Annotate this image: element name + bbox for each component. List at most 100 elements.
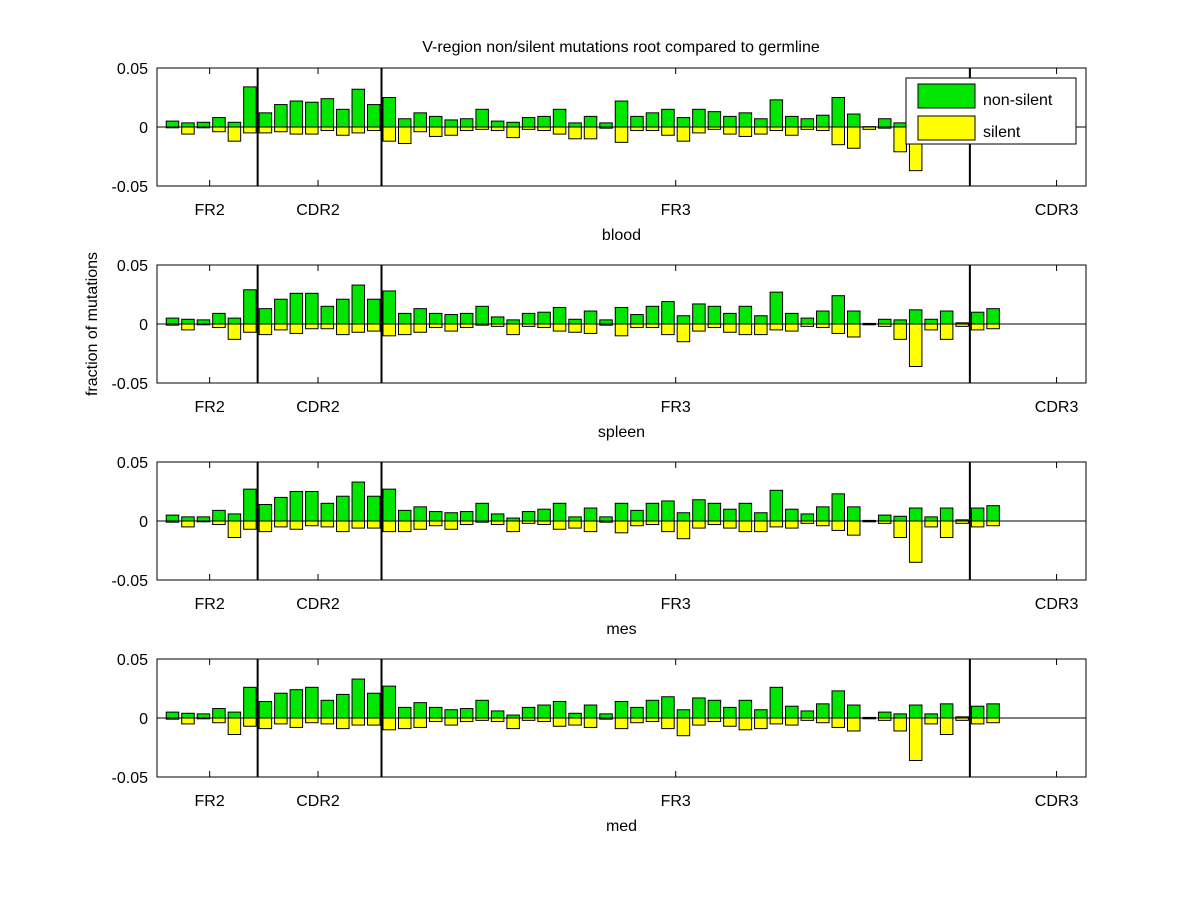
bar-non-silent: [785, 508, 799, 522]
legend-swatch-silent: [917, 115, 976, 141]
bar-non-silent: [877, 514, 892, 522]
bar-non-silent: [444, 119, 458, 128]
bar-silent: [459, 323, 474, 329]
bar-non-silent: [847, 310, 861, 325]
bar-non-silent: [552, 108, 567, 128]
bar-silent: [227, 717, 242, 736]
bar-silent: [754, 520, 768, 533]
bar-non-silent: [490, 513, 505, 522]
bar-non-silent: [893, 122, 907, 128]
bar-non-silent: [583, 704, 598, 719]
bar-non-silent: [738, 305, 753, 325]
bar-silent: [614, 717, 629, 730]
bar-silent: [537, 717, 551, 723]
bar-silent: [351, 126, 366, 134]
bar-silent: [367, 323, 381, 332]
bar-silent: [707, 323, 722, 329]
bar-non-silent: [305, 292, 319, 325]
bar-silent: [661, 717, 675, 730]
bar-non-silent: [181, 712, 195, 719]
bar-silent: [506, 717, 520, 730]
bar-non-silent: [754, 709, 768, 719]
bar-silent: [459, 126, 474, 132]
bar-silent: [831, 126, 846, 146]
bar-silent: [769, 323, 784, 331]
bar-silent: [970, 323, 985, 331]
bar-silent: [459, 520, 474, 526]
bar-non-silent: [274, 298, 288, 325]
bar-silent: [397, 323, 412, 336]
bar-silent: [181, 323, 195, 331]
y-tick-label: -0.05: [112, 179, 149, 196]
bar-non-silent: [336, 298, 350, 325]
bar-non-silent: [227, 317, 242, 325]
bar-non-silent: [769, 291, 784, 325]
bar-non-silent: [490, 710, 505, 719]
bar-non-silent: [196, 319, 211, 325]
bar-non-silent: [289, 491, 304, 522]
bar-silent: [924, 323, 938, 331]
bar-silent: [336, 126, 350, 136]
bar-non-silent: [165, 711, 180, 719]
bar-silent: [181, 126, 195, 135]
bar-silent: [614, 520, 629, 534]
bar-non-silent: [537, 508, 551, 522]
bar-silent: [692, 126, 706, 134]
bar-non-silent: [382, 97, 396, 128]
bar-non-silent: [707, 111, 722, 128]
bar-non-silent: [212, 117, 226, 128]
bar-silent: [893, 126, 907, 153]
bar-non-silent: [645, 502, 660, 522]
bar-silent: [692, 717, 706, 726]
bar-non-silent: [939, 703, 954, 719]
bar-non-silent: [444, 709, 458, 719]
bar-non-silent: [630, 314, 644, 325]
bar-silent: [428, 717, 443, 723]
bar-silent: [351, 717, 366, 726]
bar-silent: [444, 520, 458, 530]
bar-non-silent: [413, 112, 427, 128]
bar-silent: [320, 323, 335, 330]
bar-silent: [614, 126, 629, 143]
bar-non-silent: [212, 708, 226, 719]
bar-non-silent: [692, 303, 706, 325]
bar-silent: [227, 126, 242, 142]
bar-non-silent: [165, 317, 180, 325]
bar-silent: [738, 520, 753, 533]
bar-non-silent: [831, 295, 846, 325]
y-tick-label: 0: [139, 120, 148, 137]
bar-non-silent: [227, 513, 242, 522]
bar-non-silent: [459, 708, 474, 719]
bar-non-silent: [939, 507, 954, 522]
bar-non-silent: [274, 104, 288, 128]
bar-non-silent: [908, 704, 923, 719]
legend: non-silent silent: [905, 77, 1077, 145]
bar-non-silent: [800, 513, 815, 522]
bar-non-silent: [661, 500, 675, 522]
bar-non-silent: [537, 704, 551, 719]
bar-non-silent: [336, 495, 350, 522]
bar-non-silent: [661, 696, 675, 719]
bar-non-silent: [243, 686, 257, 719]
bar-silent: [986, 520, 1000, 527]
bar-silent: [382, 717, 396, 731]
panel-mes: 0.05 0 -0.05 FR2 CDR2 FR3 CDR3 mes: [112, 455, 1087, 638]
bar-non-silent: [769, 686, 784, 719]
bar-silent: [181, 520, 195, 528]
bar-silent: [568, 126, 582, 140]
bar-non-silent: [382, 488, 396, 522]
bar-non-silent: [785, 115, 799, 128]
bar-non-silent: [475, 502, 489, 522]
bar-non-silent: [645, 305, 660, 325]
bar-non-silent: [939, 310, 954, 325]
bar-silent: [831, 520, 846, 531]
bar-silent: [723, 520, 737, 529]
bar-silent: [893, 520, 907, 539]
bar-non-silent: [986, 308, 1000, 325]
bar-non-silent: [181, 122, 195, 128]
bar-silent: [428, 520, 443, 527]
legend-label-silent: silent: [983, 124, 1021, 141]
y-tick-label: 0: [139, 711, 148, 728]
panel-med: 0.05 0 -0.05 FR2 CDR2 FR3 CDR3 med: [112, 652, 1087, 835]
bar-silent: [939, 717, 954, 736]
